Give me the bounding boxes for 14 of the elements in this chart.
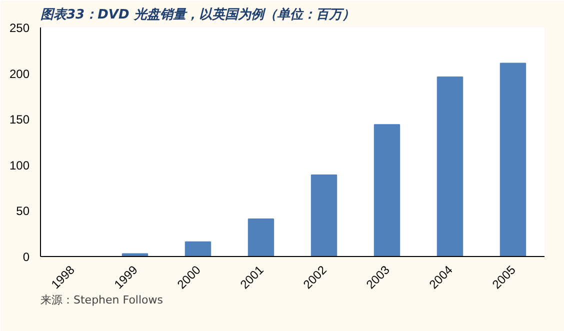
chart-title: 图表33：DVD 光盘销量，以英国为例（单位：百万） (40, 6, 355, 22)
bar (374, 124, 400, 256)
y-tick-label: 50 (16, 204, 30, 218)
y-tick-label: 0 (22, 250, 30, 264)
y-tick-label: 250 (9, 21, 30, 35)
y-tick-label: 150 (9, 112, 30, 127)
bar (436, 76, 464, 256)
bar (184, 241, 212, 256)
y-tick-label: 200 (9, 66, 30, 81)
y-tick-label: 100 (9, 158, 30, 172)
bar (310, 174, 338, 256)
source-note: 来源：Stephen Follows (40, 294, 164, 306)
bar (500, 62, 526, 256)
bar (248, 218, 274, 256)
